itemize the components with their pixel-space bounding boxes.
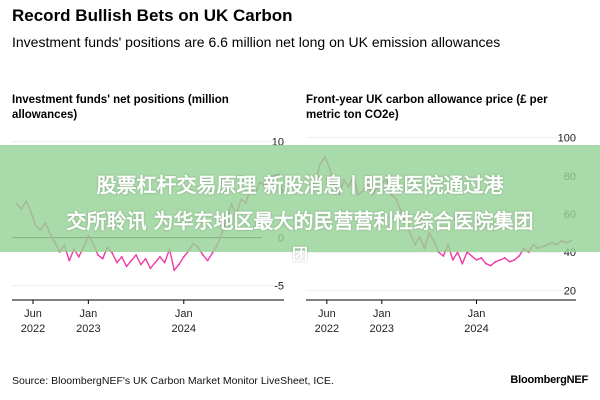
net-positions-data-point [154, 261, 157, 264]
net-positions-data-point [139, 263, 142, 266]
watermark-line-1: 股票杠杆交易原理 新股消息丨明基医院通过港 [96, 173, 504, 197]
net-positions-data-point [182, 255, 185, 258]
price-data-point [470, 255, 473, 257]
net-positions-chart-title: Investment funds' net positions (million… [12, 94, 229, 121]
net-positions-xtick-label-year: 2023 [76, 323, 100, 335]
net-positions-data-point [111, 252, 114, 254]
net-positions-xtick-label: Jan [175, 308, 193, 320]
net-positions-data-point [163, 261, 166, 264]
price-data-point [475, 258, 478, 261]
price-ytick-label: 20 [564, 285, 576, 297]
net-positions-data-point [116, 261, 118, 264]
price-ytick-label: 100 [558, 133, 576, 145]
net-positions-data-point [96, 253, 99, 256]
price-data-point [442, 255, 445, 257]
net-positions-data-point [101, 257, 104, 260]
net-positions-data-point [77, 255, 80, 258]
price-xtick-label: Jan [373, 308, 391, 320]
net-positions-data-point [135, 253, 137, 256]
net-positions-data-point [144, 257, 147, 260]
price-data-point [508, 260, 511, 263]
price-data-point [485, 262, 487, 265]
price-data-point [499, 258, 502, 261]
source-note: Source: BloombergNEF's UK Carbon Market … [12, 375, 334, 387]
net-positions-data-point [120, 255, 123, 258]
price-data-point [513, 258, 516, 261]
net-positions-xtick-label: Jun [24, 308, 42, 320]
net-positions-data-point [68, 259, 71, 262]
chart-subtitle: Investment funds' positions are 6.6 mill… [12, 34, 501, 50]
net-positions-data-point [149, 267, 152, 270]
price-chart-title: Front-year UK carbon allowance price (£ … [306, 94, 548, 121]
net-positions-data-point [201, 253, 204, 256]
net-positions-data-point [159, 255, 161, 258]
net-positions-data-point [178, 263, 180, 266]
price-chart: Front-year UK carbon allowance price (£ … [306, 90, 598, 352]
watermark-banner: 股票杠杆交易原理 新股消息丨明基医院通过港 交所聆讯 为华东地区最大的民营营利性… [0, 145, 600, 264]
price-data-point [489, 264, 492, 267]
price-xtick-label-year: 2023 [370, 323, 394, 335]
price-data-point [461, 262, 464, 265]
net-positions-data-point [173, 269, 176, 272]
price-xtick-label-year: 2024 [464, 323, 488, 335]
net-positions-xtick-label-year: 2022 [21, 323, 45, 335]
net-positions-xtick-label: Jan [79, 308, 97, 320]
watermark-line-3: 团 [291, 245, 308, 264]
net-positions-data-point [125, 265, 128, 268]
net-positions-data-point [211, 252, 214, 254]
price-data-point [518, 255, 521, 257]
net-positions-data-point [130, 259, 133, 262]
price-xtick-label: Jun [318, 308, 336, 320]
net-positions-data-point [206, 259, 209, 262]
net-positions-xtick-label-year: 2024 [172, 323, 196, 335]
price-xtick-label: Jan [468, 308, 486, 320]
price-data-point [451, 258, 454, 261]
net-positions-ytick-label: -5 [274, 281, 284, 293]
brand-logo: BloombergNEF [510, 374, 588, 386]
chart-main-title: Record Bullish Bets on UK Carbon [12, 6, 293, 25]
price-data-point [504, 257, 506, 259]
price-data-point [480, 257, 483, 259]
price-xtick-label-year: 2022 [315, 323, 339, 335]
price-data-point [494, 260, 497, 263]
watermark-line-2: 交所聆讯 为华东地区最大的民营营利性综合医院集团 [66, 209, 534, 233]
